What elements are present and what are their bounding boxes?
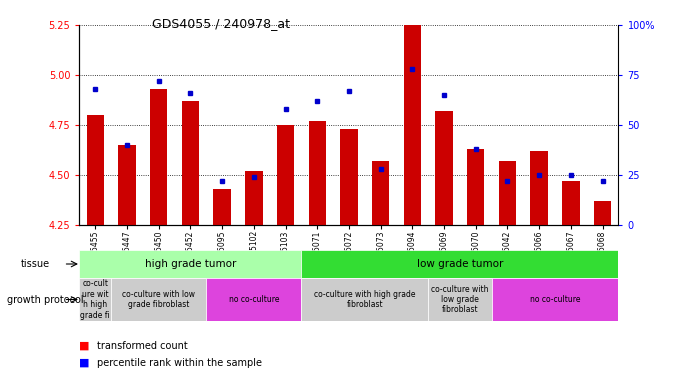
Bar [372, 161, 389, 225]
Text: co-culture with low
grade fibroblast: co-culture with low grade fibroblast [122, 290, 196, 309]
Text: co-culture with high grade
fibroblast: co-culture with high grade fibroblast [314, 290, 415, 309]
Bar [467, 149, 484, 225]
Text: no co-culture: no co-culture [530, 295, 580, 304]
Text: growth protocol: growth protocol [7, 295, 84, 305]
Bar [594, 201, 612, 225]
Text: GDS4055 / 240978_at: GDS4055 / 240978_at [152, 17, 290, 30]
Bar [207, 278, 301, 321]
Text: co-culture with
low grade
fibroblast: co-culture with low grade fibroblast [431, 285, 489, 314]
Text: high grade tumor: high grade tumor [144, 259, 236, 269]
Text: tissue: tissue [21, 259, 50, 269]
Text: ■: ■ [79, 358, 90, 368]
Bar [428, 278, 491, 321]
Text: co-cult
ure wit
h high
grade fi: co-cult ure wit h high grade fi [80, 280, 110, 319]
Bar [301, 250, 618, 278]
Bar [245, 171, 263, 225]
Text: low grade tumor: low grade tumor [417, 259, 503, 269]
Bar [214, 189, 231, 225]
Bar [499, 161, 516, 225]
Text: transformed count: transformed count [97, 341, 187, 351]
Bar [435, 111, 453, 225]
Bar [404, 25, 421, 225]
Bar [79, 250, 301, 278]
Text: percentile rank within the sample: percentile rank within the sample [97, 358, 262, 368]
Bar [111, 278, 207, 321]
Bar [562, 181, 580, 225]
Bar [340, 129, 358, 225]
Bar [531, 151, 548, 225]
Bar [182, 101, 199, 225]
Text: ■: ■ [79, 341, 90, 351]
Bar [79, 278, 111, 321]
Bar [491, 278, 618, 321]
Bar [308, 121, 326, 225]
Bar [150, 89, 167, 225]
Bar [277, 125, 294, 225]
Bar [301, 278, 428, 321]
Text: no co-culture: no co-culture [229, 295, 279, 304]
Bar [118, 145, 135, 225]
Bar [86, 115, 104, 225]
